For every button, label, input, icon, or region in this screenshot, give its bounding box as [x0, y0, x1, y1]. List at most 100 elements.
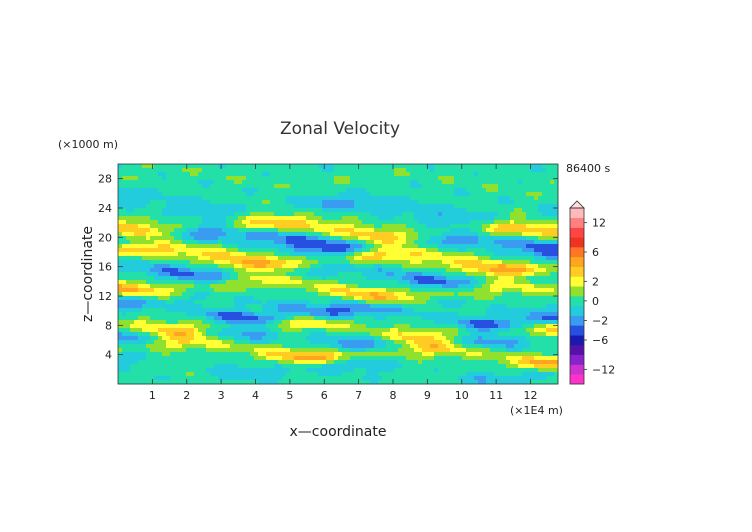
heatmap-cell: [322, 292, 327, 297]
heatmap-cell: [450, 276, 455, 281]
heatmap-cell: [462, 284, 467, 289]
heatmap-cell: [270, 176, 275, 181]
heatmap-cell: [342, 196, 347, 201]
heatmap-cell: [246, 256, 251, 261]
heatmap-cell: [182, 196, 187, 201]
heatmap-cell: [138, 304, 143, 309]
heatmap-cell: [470, 312, 475, 317]
heatmap-cell: [302, 252, 307, 257]
heatmap-cell: [534, 256, 539, 261]
heatmap-cell: [358, 268, 363, 273]
heatmap-cell: [518, 240, 523, 245]
heatmap-cell: [458, 248, 463, 253]
heatmap-cell: [442, 264, 447, 269]
heatmap-cell: [290, 244, 295, 249]
heatmap-cell: [390, 232, 395, 237]
heatmap-cell: [238, 312, 243, 317]
heatmap-cell: [446, 256, 451, 261]
heatmap-cell: [554, 324, 559, 329]
heatmap-cell: [530, 184, 535, 189]
heatmap-cell: [334, 244, 339, 249]
heatmap-cell: [138, 256, 143, 261]
heatmap-cell: [370, 336, 375, 341]
heatmap-cell: [406, 320, 411, 325]
heatmap-cell: [366, 180, 371, 185]
heatmap-cell: [406, 180, 411, 185]
heatmap-cell: [490, 336, 495, 341]
heatmap-cell: [366, 276, 371, 281]
heatmap-cell: [418, 340, 423, 345]
heatmap-cell: [250, 208, 255, 213]
heatmap-cell: [446, 200, 451, 205]
heatmap-cell: [534, 224, 539, 229]
heatmap-cell: [446, 188, 451, 193]
heatmap-cell: [322, 276, 327, 281]
heatmap-cell: [382, 260, 387, 265]
heatmap-cell: [474, 200, 479, 205]
heatmap-cell: [294, 212, 299, 217]
heatmap-cell: [438, 184, 443, 189]
heatmap-cell: [250, 272, 255, 277]
heatmap-cell: [334, 216, 339, 221]
heatmap-cell: [438, 232, 443, 237]
heatmap-cell: [254, 184, 259, 189]
heatmap-cell: [550, 288, 555, 293]
heatmap-cell: [490, 292, 495, 297]
heatmap-cell: [454, 280, 459, 285]
heatmap-cell: [194, 284, 199, 289]
heatmap-cell: [402, 292, 407, 297]
heatmap-cell: [294, 220, 299, 225]
heatmap-cell: [254, 216, 259, 221]
heatmap-cell: [250, 236, 255, 241]
heatmap-cell: [282, 208, 287, 213]
heatmap-cell: [498, 304, 503, 309]
heatmap-cell: [506, 224, 511, 229]
heatmap-cell: [242, 264, 247, 269]
heatmap-cell: [326, 336, 331, 341]
heatmap-cell: [446, 340, 451, 345]
heatmap-cell: [390, 332, 395, 337]
heatmap-cell: [402, 300, 407, 305]
heatmap-cell: [374, 280, 379, 285]
heatmap-cell: [266, 300, 271, 305]
heatmap-cell: [174, 280, 179, 285]
heatmap-cell: [534, 336, 539, 341]
heatmap-cell: [458, 228, 463, 233]
heatmap-cell: [326, 196, 331, 201]
heatmap-cell: [462, 268, 467, 273]
heatmap-cell: [482, 244, 487, 249]
heatmap-cell: [458, 212, 463, 217]
heatmap-cell: [358, 180, 363, 185]
heatmap-cell: [430, 272, 435, 277]
heatmap-cell: [266, 248, 271, 253]
heatmap-cell: [490, 284, 495, 289]
heatmap-cell: [478, 196, 483, 201]
heatmap-cell: [210, 332, 215, 337]
heatmap-cell: [166, 164, 171, 169]
heatmap-cell: [118, 204, 123, 209]
heatmap-cell: [274, 304, 279, 309]
heatmap-cell: [546, 308, 551, 313]
heatmap-cell: [230, 272, 235, 277]
heatmap-cell: [166, 292, 171, 297]
heatmap-cell: [382, 244, 387, 249]
heatmap-cell: [358, 224, 363, 229]
heatmap-cell: [270, 184, 275, 189]
heatmap-cell: [154, 292, 159, 297]
heatmap-cell: [554, 240, 559, 245]
heatmap-cell: [246, 300, 251, 305]
heatmap-cell: [118, 308, 123, 313]
heatmap-cell: [530, 224, 535, 229]
heatmap-cell: [282, 252, 287, 257]
heatmap-cell: [146, 228, 151, 233]
heatmap-cell: [442, 248, 447, 253]
heatmap-cell: [458, 296, 463, 301]
heatmap-cell: [138, 220, 143, 225]
heatmap-cell: [342, 328, 347, 333]
heatmap-cell: [154, 264, 159, 269]
heatmap-cell: [414, 204, 419, 209]
heatmap-cell: [554, 308, 559, 313]
heatmap-cell: [450, 340, 455, 345]
heatmap-cell: [386, 184, 391, 189]
heatmap-cell: [474, 292, 479, 297]
